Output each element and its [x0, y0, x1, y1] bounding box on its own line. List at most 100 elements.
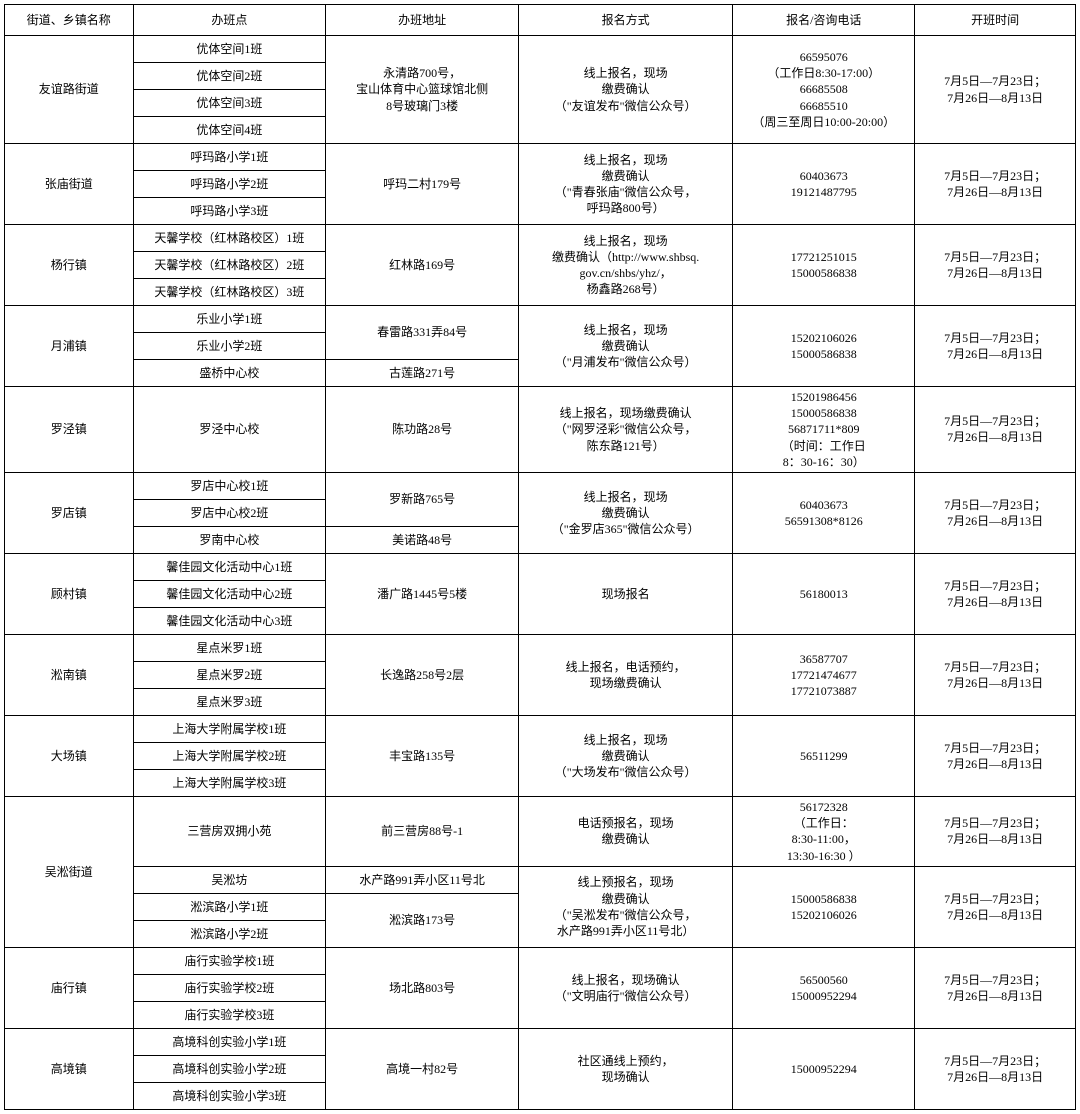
cell-district: 吴淞街道: [5, 796, 134, 947]
table-row: 吴淞坊水产路991弄小区11号北线上预报名，现场缴费确认（"吴淞发布"微信公众号…: [5, 866, 1076, 893]
cell-time: 7月5日—7月23日；7月26日—8月13日: [915, 387, 1076, 473]
cell-register: 线上报名，电话预约，现场缴费确认: [519, 634, 733, 715]
cell-time: 7月5日—7月23日；7月26日—8月13日: [915, 634, 1076, 715]
cell-register: 线上报名，现场缴费确认（"月浦发布"微信公众号）: [519, 306, 733, 387]
cell-district: 大场镇: [5, 715, 134, 796]
cell-phone: 5650056015000952294: [733, 947, 915, 1028]
cell-class: 上海大学附属学校2班: [133, 742, 326, 769]
cell-class: 馨佳园文化活动中心3班: [133, 607, 326, 634]
table-row: 淞南镇星点米罗1班长逸路258号2层线上报名，电话预约，现场缴费确认365877…: [5, 634, 1076, 661]
h-phone: 报名/咨询电话: [733, 5, 915, 36]
cell-district: 淞南镇: [5, 634, 134, 715]
cell-district: 罗店镇: [5, 472, 134, 553]
cell-district: 友谊路街道: [5, 36, 134, 144]
cell-time: 7月5日—7月23日；7月26日—8月13日: [915, 306, 1076, 387]
cell-address: 长逸路258号2层: [326, 634, 519, 715]
cell-class: 庙行实验学校1班: [133, 947, 326, 974]
cell-class: 星点米罗3班: [133, 688, 326, 715]
h-district: 街道、乡镇名称: [5, 5, 134, 36]
cell-address: 罗新路765号: [326, 472, 519, 526]
cell-class: 呼玛路小学3班: [133, 198, 326, 225]
h-register: 报名方式: [519, 5, 733, 36]
cell-phone: 152019864561500058683856871711*809（时间：工作…: [733, 387, 915, 473]
cell-time: 7月5日—7月23日；7月26日—8月13日: [915, 144, 1076, 225]
cell-time: 7月5日—7月23日；7月26日—8月13日: [915, 553, 1076, 634]
cell-register: 线上报名，现场缴费确认（http://www.shbsq.gov.cn/shbs…: [519, 225, 733, 306]
cell-time: 7月5日—7月23日；7月26日—8月13日: [915, 1028, 1076, 1109]
cell-register: 线上报名，现场缴费确认（"金罗店365"微信公众号）: [519, 472, 733, 553]
cell-phone: 6040367356591308*8126: [733, 472, 915, 553]
cell-phone: 56180013: [733, 553, 915, 634]
cell-class: 馨佳园文化活动中心1班: [133, 553, 326, 580]
cell-phone: 1520210602615000586838: [733, 306, 915, 387]
cell-register: 现场报名: [519, 553, 733, 634]
cell-time: 7月5日—7月23日；7月26日—8月13日: [915, 796, 1076, 866]
cell-class: 乐业小学2班: [133, 333, 326, 360]
cell-class: 吴淞坊: [133, 866, 326, 893]
cell-class: 优体空间3班: [133, 90, 326, 117]
cell-time: 7月5日—7月23日；7月26日—8月13日: [915, 472, 1076, 553]
table-row: 月浦镇乐业小学1班春雷路331弄84号线上报名，现场缴费确认（"月浦发布"微信公…: [5, 306, 1076, 333]
cell-class: 淞滨路小学2班: [133, 920, 326, 947]
cell-class: 庙行实验学校3班: [133, 1001, 326, 1028]
cell-address: 美诺路48号: [326, 526, 519, 553]
cell-district: 月浦镇: [5, 306, 134, 387]
cell-phone: 365877071772147467717721073887: [733, 634, 915, 715]
cell-time: 7月5日—7月23日；7月26日—8月13日: [915, 225, 1076, 306]
cell-class: 天馨学校（红林路校区）1班: [133, 225, 326, 252]
h-class: 办班点: [133, 5, 326, 36]
table-row: 大场镇上海大学附属学校1班丰宝路135号线上报名，现场缴费确认（"大场发布"微信…: [5, 715, 1076, 742]
cell-time: 7月5日—7月23日；7月26日—8月13日: [915, 947, 1076, 1028]
table-row: 张庙街道呼玛路小学1班呼玛二村179号线上报名，现场缴费确认（"青春张庙"微信公…: [5, 144, 1076, 171]
cell-phone: 1772125101515000586838: [733, 225, 915, 306]
cell-class: 罗南中心校: [133, 526, 326, 553]
cell-phone: 56511299: [733, 715, 915, 796]
table-row: 顾村镇馨佳园文化活动中心1班潘广路1445号5楼现场报名561800137月5日…: [5, 553, 1076, 580]
cell-address: 高境一村82号: [326, 1028, 519, 1109]
cell-address: 永清路700号，宝山体育中心篮球馆北侧8号玻璃门3楼: [326, 36, 519, 144]
cell-class: 星点米罗1班: [133, 634, 326, 661]
cell-register: 社区通线上预约，现场确认: [519, 1028, 733, 1109]
schedule-table: 街道、乡镇名称 办班点 办班地址 报名方式 报名/咨询电话 开班时间 友谊路街道…: [4, 4, 1076, 1110]
cell-address: 淞滨路173号: [326, 893, 519, 947]
cell-class: 优体空间2班: [133, 63, 326, 90]
cell-class: 淞滨路小学1班: [133, 893, 326, 920]
cell-register: 线上报名，现场缴费确认（"网罗泾彩"微信公众号，陈东路121号）: [519, 387, 733, 473]
cell-class: 上海大学附属学校3班: [133, 769, 326, 796]
cell-address: 红林路169号: [326, 225, 519, 306]
cell-register: 电话预报名，现场缴费确认: [519, 796, 733, 866]
header-row: 街道、乡镇名称 办班点 办班地址 报名方式 报名/咨询电话 开班时间: [5, 5, 1076, 36]
cell-class: 高境科创实验小学1班: [133, 1028, 326, 1055]
cell-phone: 15000952294: [733, 1028, 915, 1109]
cell-address: 陈功路28号: [326, 387, 519, 473]
cell-address: 春雷路331弄84号: [326, 306, 519, 360]
cell-district: 顾村镇: [5, 553, 134, 634]
cell-class: 罗泾中心校: [133, 387, 326, 473]
cell-register: 线上报名，现场缴费确认（"大场发布"微信公众号）: [519, 715, 733, 796]
cell-class: 乐业小学1班: [133, 306, 326, 333]
cell-class: 呼玛路小学2班: [133, 171, 326, 198]
cell-district: 高境镇: [5, 1028, 134, 1109]
table-row: 吴淞街道三营房双拥小苑前三营房88号-1电话预报名，现场缴费确认56172328…: [5, 796, 1076, 866]
cell-register: 线上报名，现场确认（"文明庙行"微信公众号）: [519, 947, 733, 1028]
h-address: 办班地址: [326, 5, 519, 36]
cell-register: 线上报名，现场缴费确认（"青春张庙"微信公众号，呼玛路800号）: [519, 144, 733, 225]
cell-register: 线上报名，现场缴费确认（"友谊发布"微信公众号）: [519, 36, 733, 144]
cell-address: 水产路991弄小区11号北: [326, 866, 519, 893]
cell-class: 庙行实验学校2班: [133, 974, 326, 1001]
cell-time: 7月5日—7月23日；7月26日—8月13日: [915, 36, 1076, 144]
cell-class: 优体空间1班: [133, 36, 326, 63]
cell-class: 上海大学附属学校1班: [133, 715, 326, 742]
cell-phone: 1500058683815202106026: [733, 866, 915, 947]
cell-district: 罗泾镇: [5, 387, 134, 473]
cell-class: 罗店中心校2班: [133, 499, 326, 526]
cell-address: 呼玛二村179号: [326, 144, 519, 225]
cell-class: 高境科创实验小学3班: [133, 1082, 326, 1109]
cell-class: 优体空间4班: [133, 117, 326, 144]
cell-class: 罗店中心校1班: [133, 472, 326, 499]
cell-address: 丰宝路135号: [326, 715, 519, 796]
cell-class: 高境科创实验小学2班: [133, 1055, 326, 1082]
cell-district: 杨行镇: [5, 225, 134, 306]
cell-address: 潘广路1445号5楼: [326, 553, 519, 634]
table-row: 杨行镇天馨学校（红林路校区）1班红林路169号线上报名，现场缴费确认（http:…: [5, 225, 1076, 252]
